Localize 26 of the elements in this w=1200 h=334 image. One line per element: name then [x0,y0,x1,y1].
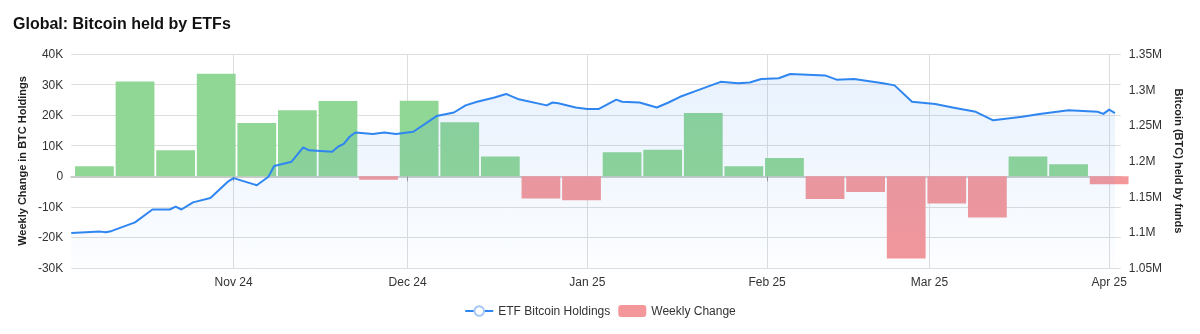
legend-label: ETF Bitcoin Holdings [498,304,611,318]
x-tick-label: Apr 25 [1091,275,1128,289]
x-tick-label: Nov 24 [214,275,253,289]
y-tick-label: -30K [37,261,64,275]
y2-tick-label: 1.1M [1128,225,1156,240]
y-tick-label: 0 [56,169,64,184]
y2-tick-label: 1.05M [1128,261,1163,275]
x-tick-label: Dec 24 [388,275,427,289]
chart-title: Global: Bitcoin held by ETFs [13,14,231,32]
y-tick-label: 10K [41,138,64,153]
legend-label: Weekly Change [651,304,737,318]
y2-tick-label: 1.3M [1128,82,1156,97]
y-tick-label: 40K [41,47,64,61]
x-tick-label: Feb 25 [748,275,787,289]
x-tick-label: Jan 25 [569,275,606,289]
y-tick-label: 30K [41,77,64,92]
y2-tick-label: 1.2M [1128,154,1156,168]
y-tick-label: -10K [37,199,64,214]
y-axis-title: Weekly Change in BTC Holdings [15,76,28,246]
y2-axis-title: Bitcoin (BTC) held by funds [1172,88,1185,234]
y2-tick-label: 1.15M [1128,189,1163,204]
x-tick-label: Mar 25 [910,275,949,289]
y2-tick-label: 1.25M [1128,118,1163,133]
y2-tick-label: 1.35M [1128,47,1163,61]
y-tick-label: 20K [41,108,64,123]
y-tick-label: -20K [37,230,64,245]
